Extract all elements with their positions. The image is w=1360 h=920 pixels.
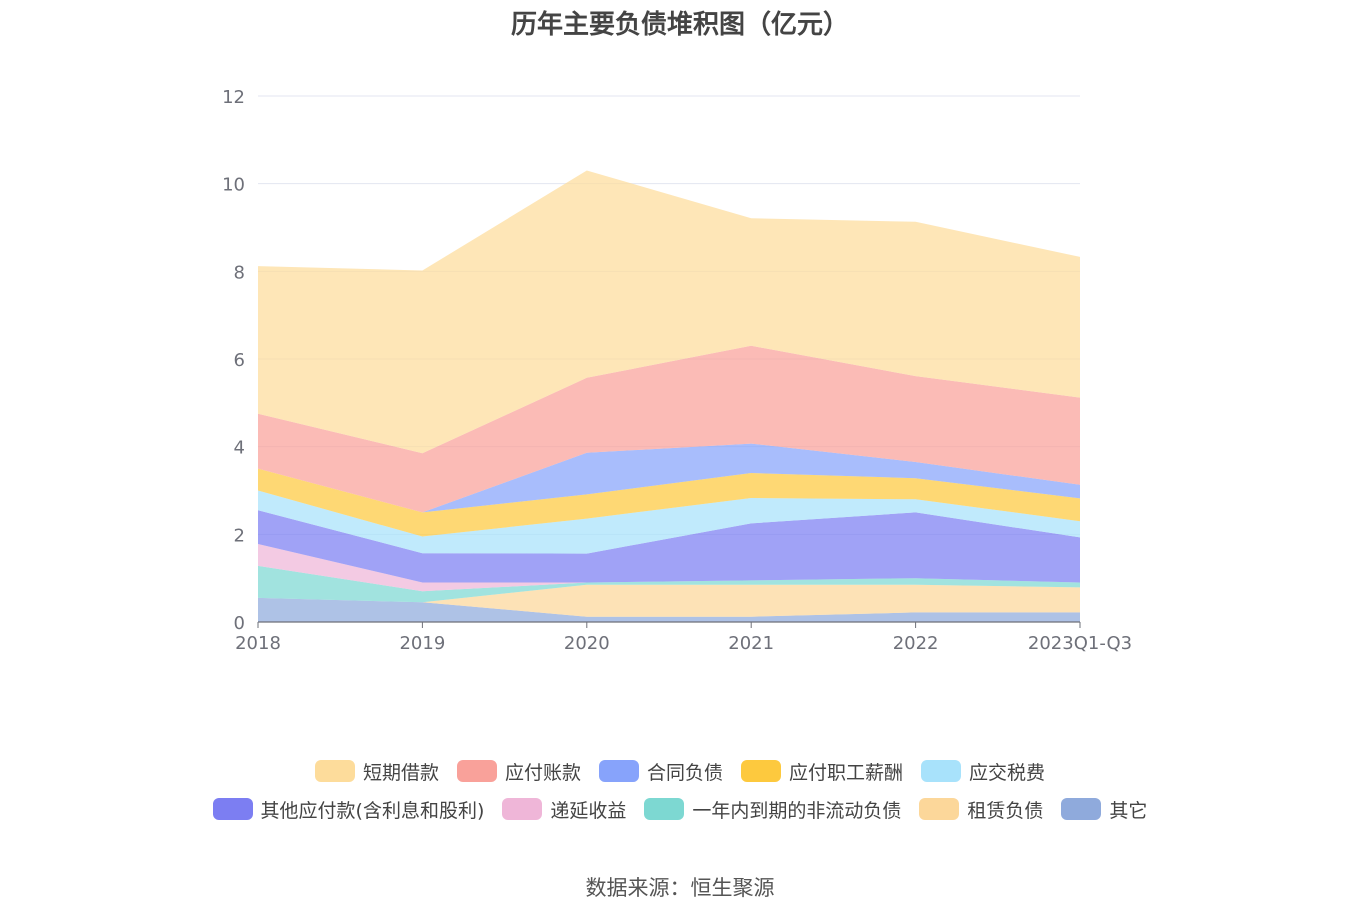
legend-swatch: [212, 798, 253, 820]
legend-label: 短期借款: [362, 761, 439, 784]
x-tick-label: 2023Q1-Q3: [1028, 633, 1132, 654]
area-series-9: [258, 170, 1080, 454]
legend-swatch: [456, 760, 497, 782]
area-series-4: [258, 510, 1080, 583]
legend-item[interactable]: 应付职工薪酬: [741, 758, 903, 785]
area-series-5: [258, 490, 1080, 554]
legend-swatch: [741, 760, 781, 782]
source-note: 数据来源：恒生聚源: [585, 876, 775, 900]
legend-swatch: [921, 760, 962, 782]
y-tick-label: 2: [234, 525, 245, 546]
legend-label: 应付账款: [504, 761, 581, 784]
area-series-7: [258, 443, 1080, 513]
x-tick-label: 2018: [235, 633, 281, 654]
legend-swatch: [598, 760, 639, 782]
y-tick-label: 12: [222, 87, 245, 108]
legend: 短期借款 应付账款 合同负债 应付职工薪酬 应交税费其他应付款(含利息和股利) 递延收益 一…: [0, 752, 1360, 828]
legend-label: 应付职工薪酬: [789, 761, 904, 784]
y-tick-label: 4: [234, 438, 245, 459]
area-series: [258, 170, 1080, 622]
legend-label: 一年内到期的非流动负债: [692, 799, 902, 822]
stacked-area-chart: 0 2 4 6 8 10 12 2018 2019 2020 2021 2022 2023Q1-Q3: [222, 87, 1132, 654]
x-tick-label: 2019: [399, 633, 445, 654]
legend-swatch: [644, 798, 685, 820]
area-series-0: [258, 597, 1080, 622]
area-series-8: [258, 345, 1080, 513]
y-tick-label: 6: [234, 350, 245, 371]
y-tick-label: 10: [222, 175, 245, 196]
legend-swatch: [919, 798, 960, 820]
area-series-2: [258, 565, 1080, 603]
legend-label: 其他应付款(含利息和股利): [260, 799, 485, 822]
legend-swatch: [502, 798, 543, 820]
legend-swatch: [1061, 798, 1102, 820]
legend-swatch: [314, 760, 355, 782]
legend-label: 递延收益: [550, 799, 627, 822]
legend-label: 合同负债: [646, 761, 723, 784]
axes: 0 2 4 6 8 10 12 2018 2019 2020 2021 2022 2023Q1-Q3: [222, 87, 1132, 654]
area-series-1: [258, 584, 1080, 617]
chart-title: 历年主要负债堆积图（亿元）: [510, 10, 849, 40]
legend-row: 其他应付款(含利息和股利) 递延收益 一年内到期的非流动负债 租赁负债 其它: [0, 790, 1360, 828]
legend-item[interactable]: 递延收益: [502, 796, 626, 823]
y-tick-label: 8: [234, 262, 245, 283]
legend-item[interactable]: 其它: [1061, 796, 1147, 823]
legend-item[interactable]: 短期借款: [314, 758, 439, 785]
x-tick-label: 2022: [893, 633, 939, 654]
legend-label: 其它: [1109, 799, 1148, 822]
x-tick-label: 2020: [564, 633, 610, 654]
legend-item[interactable]: 其他应付款(含利息和股利): [212, 796, 485, 823]
area-series-6: [258, 468, 1080, 537]
legend-label: 应交税费: [969, 761, 1046, 784]
legend-label: 租赁负债: [967, 799, 1044, 822]
legend-item[interactable]: 合同负债: [598, 758, 723, 785]
x-tick-label: 2021: [728, 633, 774, 654]
legend-row: 短期借款 应付账款 合同负债 应付职工薪酬 应交税费: [0, 752, 1360, 790]
legend-item[interactable]: 租赁负债: [919, 796, 1043, 823]
legend-item[interactable]: 应交税费: [921, 758, 1045, 785]
legend-item[interactable]: 应付账款: [456, 758, 581, 785]
y-tick-label: 0: [234, 613, 245, 634]
legend-item[interactable]: 一年内到期的非流动负债: [644, 796, 901, 823]
